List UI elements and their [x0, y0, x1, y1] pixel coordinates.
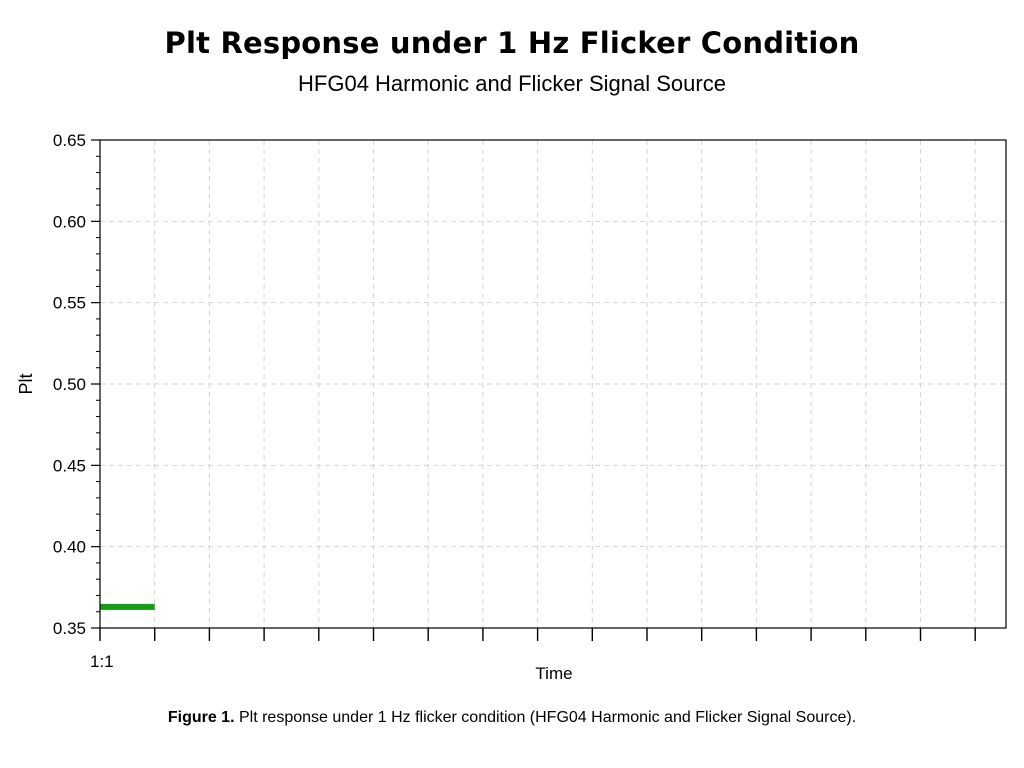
- y-tick-label: 0.55: [53, 294, 86, 313]
- y-axis-label: Plt: [16, 373, 36, 394]
- y-axis: 0.35 0.40 0.45 0.50 0.55 0.60 0.65: [53, 131, 100, 638]
- grid-lines: [100, 140, 1006, 628]
- y-tick-label: 0.45: [53, 456, 86, 475]
- figure-caption: Figure 1. Plt response under 1 Hz flicke…: [0, 709, 1024, 727]
- x-tick-label: 1:1: [90, 652, 114, 671]
- caption-text: Plt response under 1 Hz flicker conditio…: [238, 709, 857, 726]
- y-tick-label: 0.50: [53, 375, 86, 394]
- x-axis: 1:1: [90, 628, 976, 671]
- y-tick-label: 0.65: [53, 131, 86, 150]
- y-tick-label: 0.60: [53, 212, 86, 231]
- chart-subtitle: HFG04 Harmonic and Flicker Signal Source: [298, 71, 726, 96]
- y-tick-label: 0.40: [53, 538, 86, 557]
- chart-title: Plt Response under 1 Hz Flicker Conditio…: [164, 26, 860, 60]
- x-axis-label: Time: [535, 664, 572, 683]
- chart-canvas: 0.35 0.40 0.45 0.50 0.55 0.60 0.65 1:1 Plt Tim…: [16, 131, 1007, 683]
- caption-label: Figure 1.: [167, 709, 235, 726]
- y-tick-label: 0.35: [53, 619, 86, 638]
